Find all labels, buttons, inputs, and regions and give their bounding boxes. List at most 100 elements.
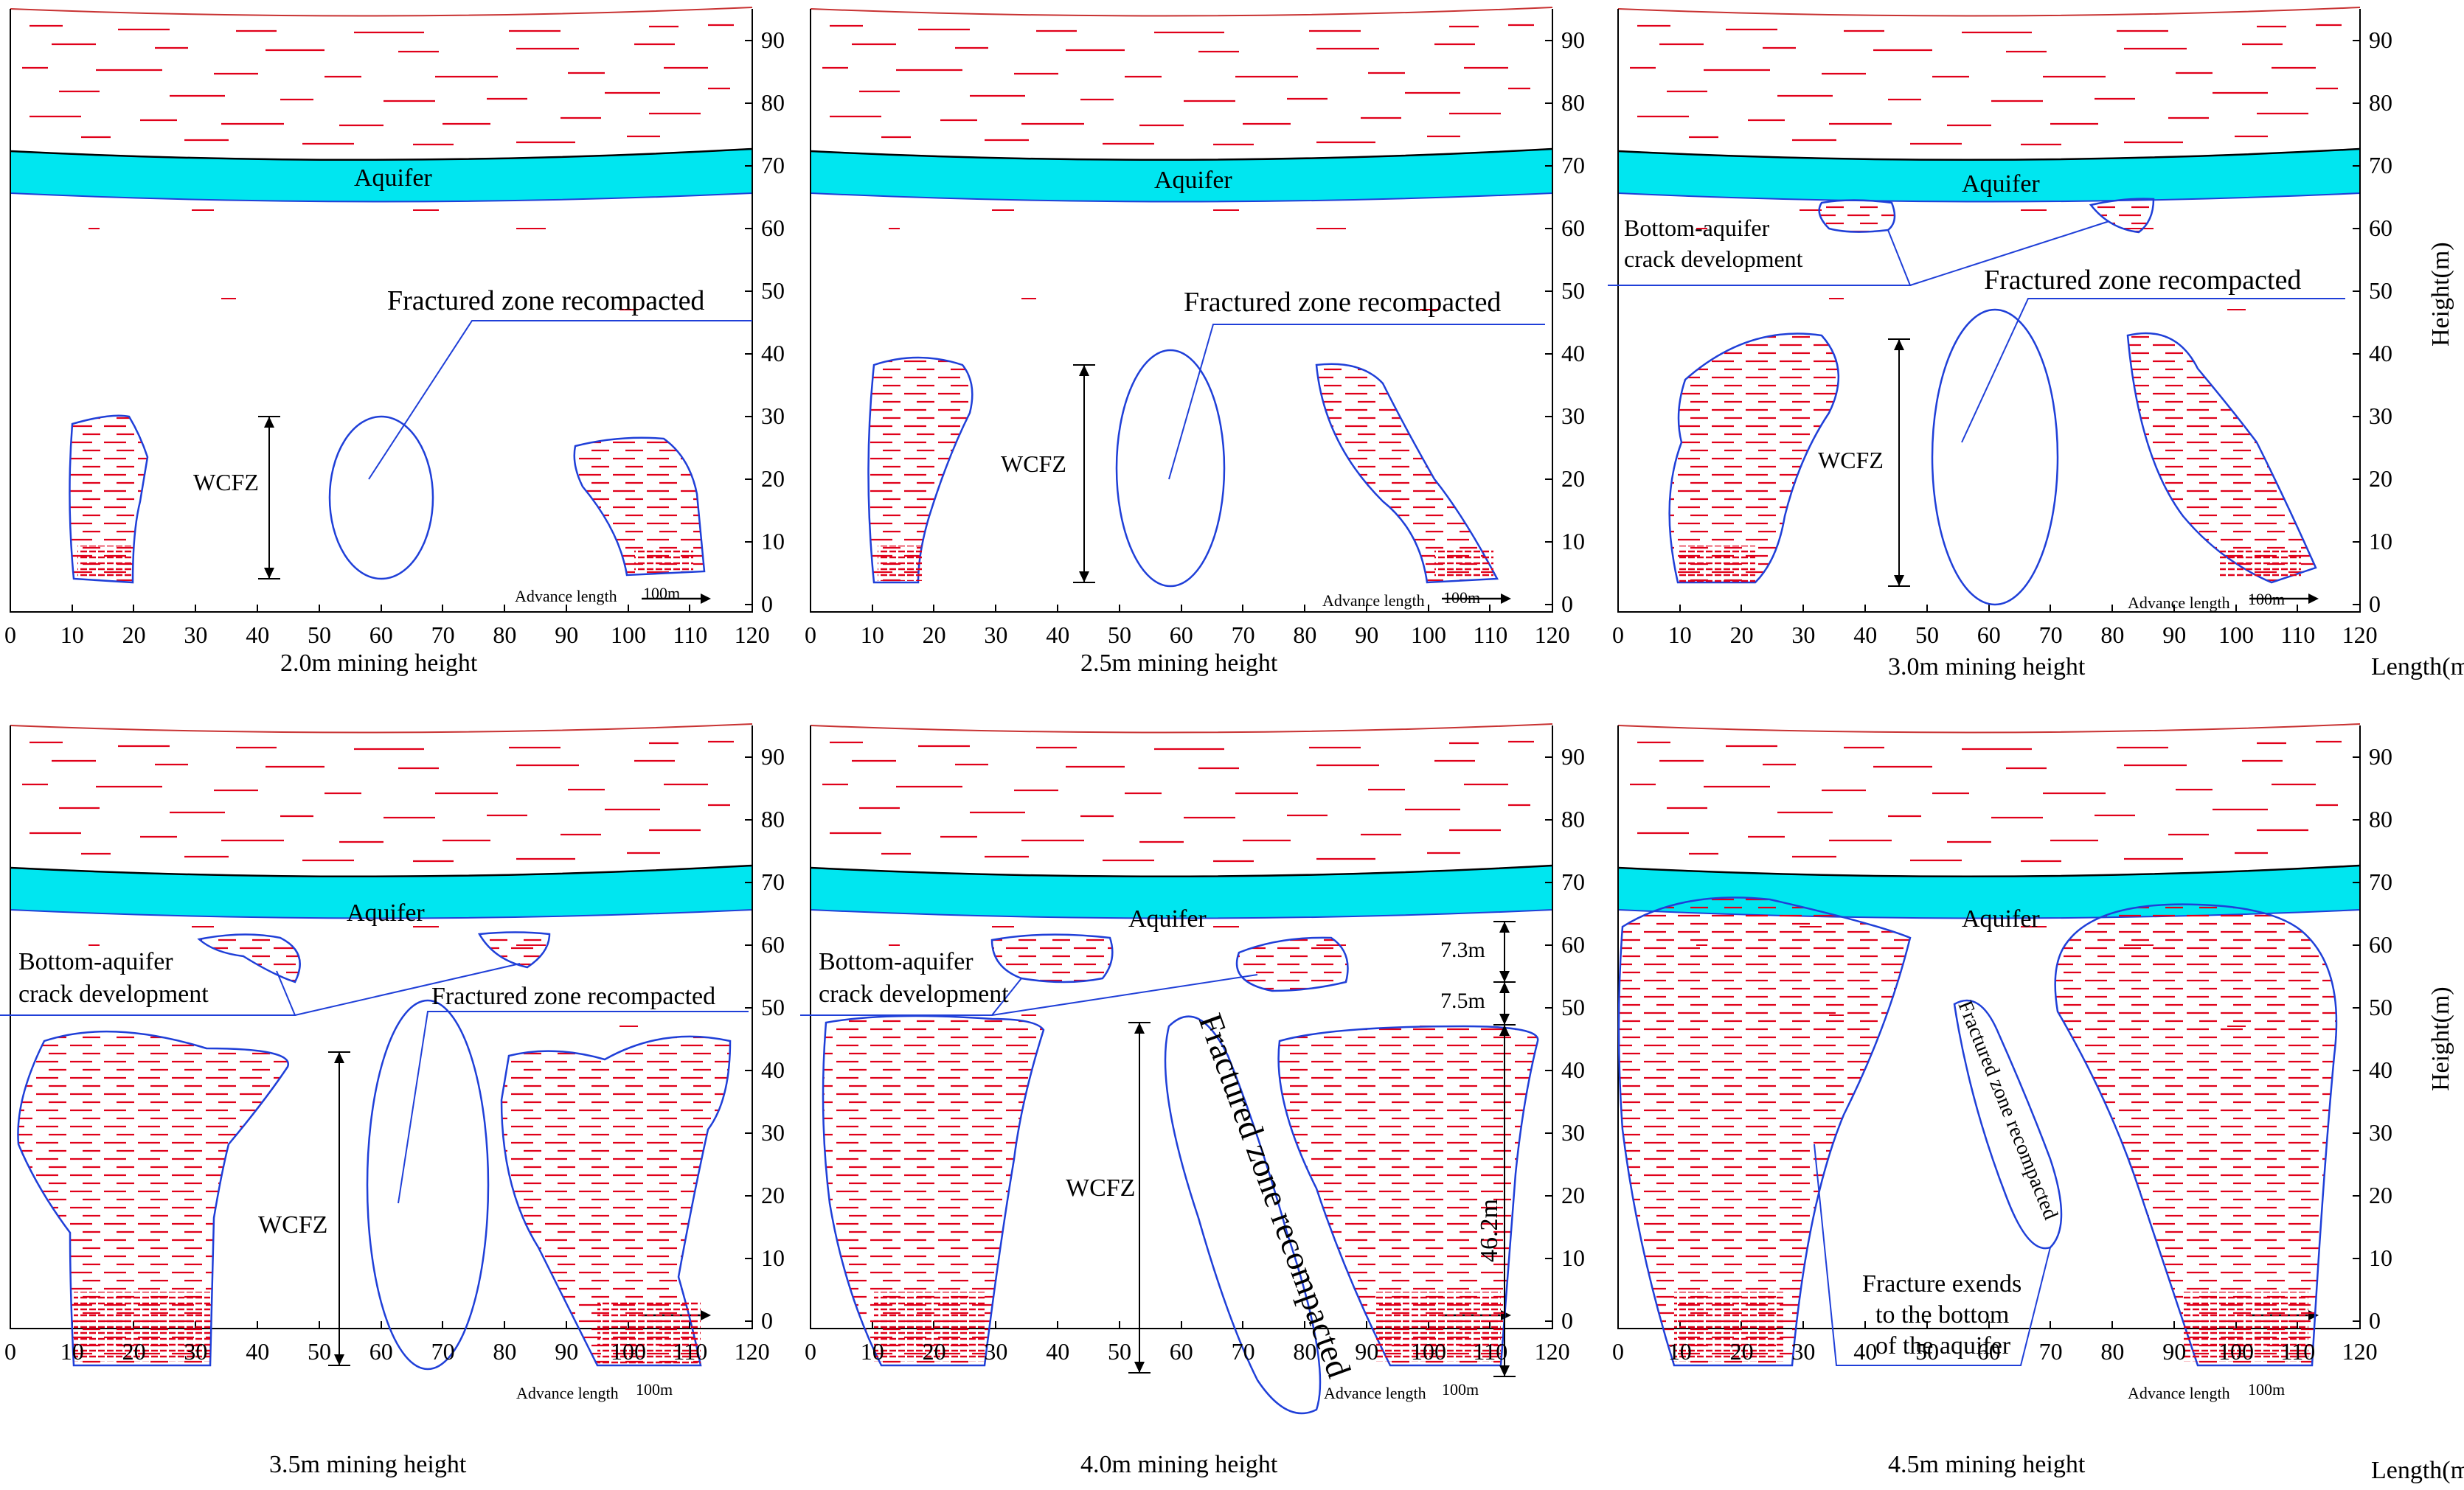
x-tick-label: 100 [1411,622,1446,648]
x-tick-label: 20 [1730,1338,1754,1365]
x-tick-label: 110 [673,1338,707,1365]
y-tick-label: 20 [1561,1182,1585,1208]
y-tick-label: 10 [761,528,785,554]
y-tick-label: 50 [2369,994,2392,1020]
y-tick-label: 40 [1561,1056,1585,1083]
y-tick-label: 20 [2369,1182,2392,1208]
advance-label: Advance length [1324,1384,1426,1402]
bottom-crack-label-2: crack development [18,981,209,1008]
y-tick-label: 80 [761,806,785,832]
panel-caption: 3.5m mining height [269,1451,467,1478]
bottom-crack-left [197,933,301,984]
x-tick-label: 90 [555,622,578,648]
x-tick-label: 120 [735,622,770,648]
y-tick-label: 80 [1561,806,1585,832]
y-tick-label: 70 [1561,152,1585,178]
x-tick-label: 80 [2100,622,2124,648]
right-fracture-zone [500,1035,732,1367]
x-tick-label: 60 [369,622,393,648]
wcfz-label: WCFZ [193,469,259,495]
recompacted-ellipse [1931,308,2059,606]
y-tick-label: 10 [1561,528,1585,554]
y-tick-label: 0 [2369,591,2381,617]
bottom-crack-label-1: Bottom-aquifer [18,948,173,975]
recompacted-leader [1961,298,2345,443]
panel-3-0m: WCFZ Fractured zone recompacted Bottom-a… [1606,0,2369,680]
x-tick-label: 70 [431,622,455,648]
x-tick-label: 100 [611,622,646,648]
recompacted-ellipse [328,415,434,580]
y-tick-label: 70 [2369,152,2392,178]
advance-label: Advance length [2128,1384,2230,1402]
x-tick-label: 80 [1293,622,1316,648]
y-tick-label: 30 [1561,403,1585,429]
x-tick-label: 10 [861,622,884,648]
bottom-crack-right [2089,198,2155,234]
x-tick-label: 120 [2342,622,2378,648]
y-tick-label: 50 [761,277,785,304]
x-tick-label: 100 [1411,1338,1446,1365]
y-tick-label: 90 [2369,27,2392,53]
y-tick-label: 30 [2369,1119,2392,1146]
advance-value: 100m [1442,1380,1479,1399]
y-tick-label: 70 [1561,868,1585,895]
x-tick-label: 120 [1535,1338,1570,1365]
y-tick-label: 30 [761,403,785,429]
x-tick-label: 70 [2039,622,2063,648]
y-tick-label: 60 [1561,215,1585,241]
y-tick-label: 0 [761,1307,773,1334]
y-tick-label: 40 [2369,1056,2392,1083]
advance-value: 100m [643,584,680,602]
left-fracture-zone [1668,333,1840,584]
y-tick-label: 90 [2369,743,2392,770]
aquifer-label: Aquifer [1962,170,2040,198]
advance-label: Advance length [2128,593,2230,612]
aquifer-label: Aquifer [1962,905,2040,933]
x-tick-label: 20 [923,622,946,648]
x-tick-label: 40 [246,1338,269,1365]
x-tick-label: 90 [2162,1338,2186,1365]
aquifer-label: Aquifer [347,899,425,927]
y-tick-label: 0 [1561,591,1573,617]
x-tick-label: 30 [1791,622,1815,648]
bottom-crack-leader [1608,220,2110,286]
bottom-crack-leader [800,974,1258,1016]
panel-3-5m: WCFZ Fractured zone recompacted Bottom-a… [0,715,761,1478]
y-tick-label: 20 [761,465,785,492]
y-tick-label: 20 [761,1182,785,1208]
y-tick-label: 10 [1561,1244,1585,1271]
x-tick-label: 0 [4,1338,16,1365]
y-tick-label: 10 [761,1244,785,1271]
left-fracture-zone [822,1014,1045,1367]
fracture-extent-outline [1814,1143,2051,1366]
wcfz-label: WCFZ [1066,1174,1135,1202]
y-tick-label: 80 [1561,89,1585,116]
y-tick-label: 40 [761,1056,785,1083]
x-tick-label: 0 [805,1338,816,1365]
bottom-crack-right [477,931,551,969]
panel-2-0m: WCFZ Fractured zone recompacted Aquifer … [0,0,761,677]
x-tick-label: 0 [805,622,816,648]
y-unit-label-bottom: Height(m) [2427,986,2454,1091]
x-tick-label: 110 [673,622,707,648]
aquifer-label: Aquifer [1154,167,1232,194]
x-tick-label: 60 [1977,1338,2001,1365]
y-tick-label: 60 [761,931,785,958]
x-tick-label: 80 [1293,1338,1316,1365]
panel-4-0m: WCFZ Fractured zone recompacted Bottom-a… [799,715,1561,1478]
x-tick-label: 120 [2342,1338,2378,1365]
left-fracture-zone [1617,897,1912,1367]
y-tick-label: 70 [761,868,785,895]
y-tick-label: 0 [2369,1307,2381,1334]
panel-caption: 2.5m mining height [1080,650,1278,677]
x-tick-label: 90 [1355,622,1378,648]
panel-2-5m: WCFZ Fractured zone recompacted Aquifer … [799,0,1561,677]
x-tick-label: 120 [1535,622,1570,648]
x-tick-label: 100 [611,1338,646,1365]
x-tick-label: 110 [2280,622,2315,648]
right-fracture-zone [1315,363,1499,584]
y-tick-label: 0 [1561,1307,1573,1334]
y-tick-label: 70 [761,152,785,178]
x-tick-label: 40 [1046,1338,1069,1365]
advance-value: 100m [1443,588,1480,607]
